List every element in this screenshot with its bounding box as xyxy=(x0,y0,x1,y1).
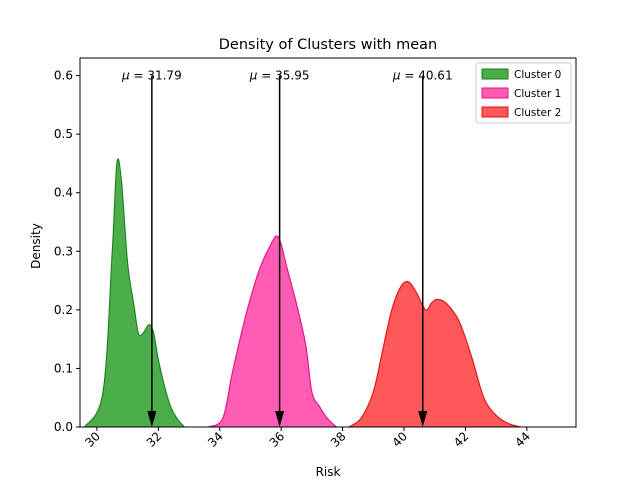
cluster-0-mean-prefix: μ = xyxy=(121,69,147,83)
y-tick-label: 0.2 xyxy=(54,303,73,317)
y-axis-label: Density xyxy=(29,223,43,269)
cluster-2-mean-value: 40.61 xyxy=(418,69,452,83)
cluster-0-density-area xyxy=(84,158,185,427)
cluster-2-mean-prefix: μ = xyxy=(392,69,418,83)
cluster-0-density-line xyxy=(84,158,185,428)
x-axis-label: Risk xyxy=(316,465,341,479)
axes-layer: 0.00.10.20.30.40.50.630 32 34 36 38 40 42 44 xyxy=(54,57,577,450)
cluster-1-density-area xyxy=(208,235,337,427)
axes-frame xyxy=(79,57,577,428)
cluster-1-mean-label: μ = 35.95 xyxy=(249,69,310,83)
legend-swatch-cluster-1 xyxy=(481,87,509,99)
cluster-2-density-area xyxy=(348,281,521,427)
cluster-1-mean-value: 35.95 xyxy=(275,69,309,83)
cluster-1-mean-prefix: μ = xyxy=(249,69,275,83)
cluster-1-density-line xyxy=(208,235,337,428)
legend: Cluster 0 Cluster 1 Cluster 2 xyxy=(475,62,572,124)
cluster-0-mean-arrowhead xyxy=(147,411,157,427)
cluster-2-mean-arrowhead xyxy=(418,411,428,427)
y-tick-label: 0.4 xyxy=(54,186,73,200)
legend-swatch-cluster-0 xyxy=(481,68,509,80)
y-tick-label: 0.0 xyxy=(54,420,73,434)
y-tick-label: 0.1 xyxy=(54,361,73,375)
cluster-0-mean-label: μ = 31.79 xyxy=(121,69,182,83)
cluster-2-mean-label: μ = 40.61 xyxy=(392,69,453,83)
cluster-2-density-line xyxy=(348,280,521,428)
legend-label-cluster-2: Cluster 2 xyxy=(514,107,561,119)
cluster-1-mean-arrowhead xyxy=(275,411,285,427)
y-tick-label: 0.3 xyxy=(54,244,73,258)
legend-swatch-cluster-2 xyxy=(481,106,509,118)
legend-label-cluster-1: Cluster 1 xyxy=(514,88,561,100)
legend-label-cluster-0: Cluster 0 xyxy=(514,69,561,81)
y-tick-label: 0.5 xyxy=(54,127,73,141)
chart-title: Density of Clusters with mean xyxy=(219,37,437,53)
cluster-0-mean-value: 31.79 xyxy=(147,69,181,83)
y-tick-label: 0.6 xyxy=(54,69,73,83)
plot-layer: μ = 31.79 μ = 35.95 μ = 40.61 xyxy=(84,69,521,428)
